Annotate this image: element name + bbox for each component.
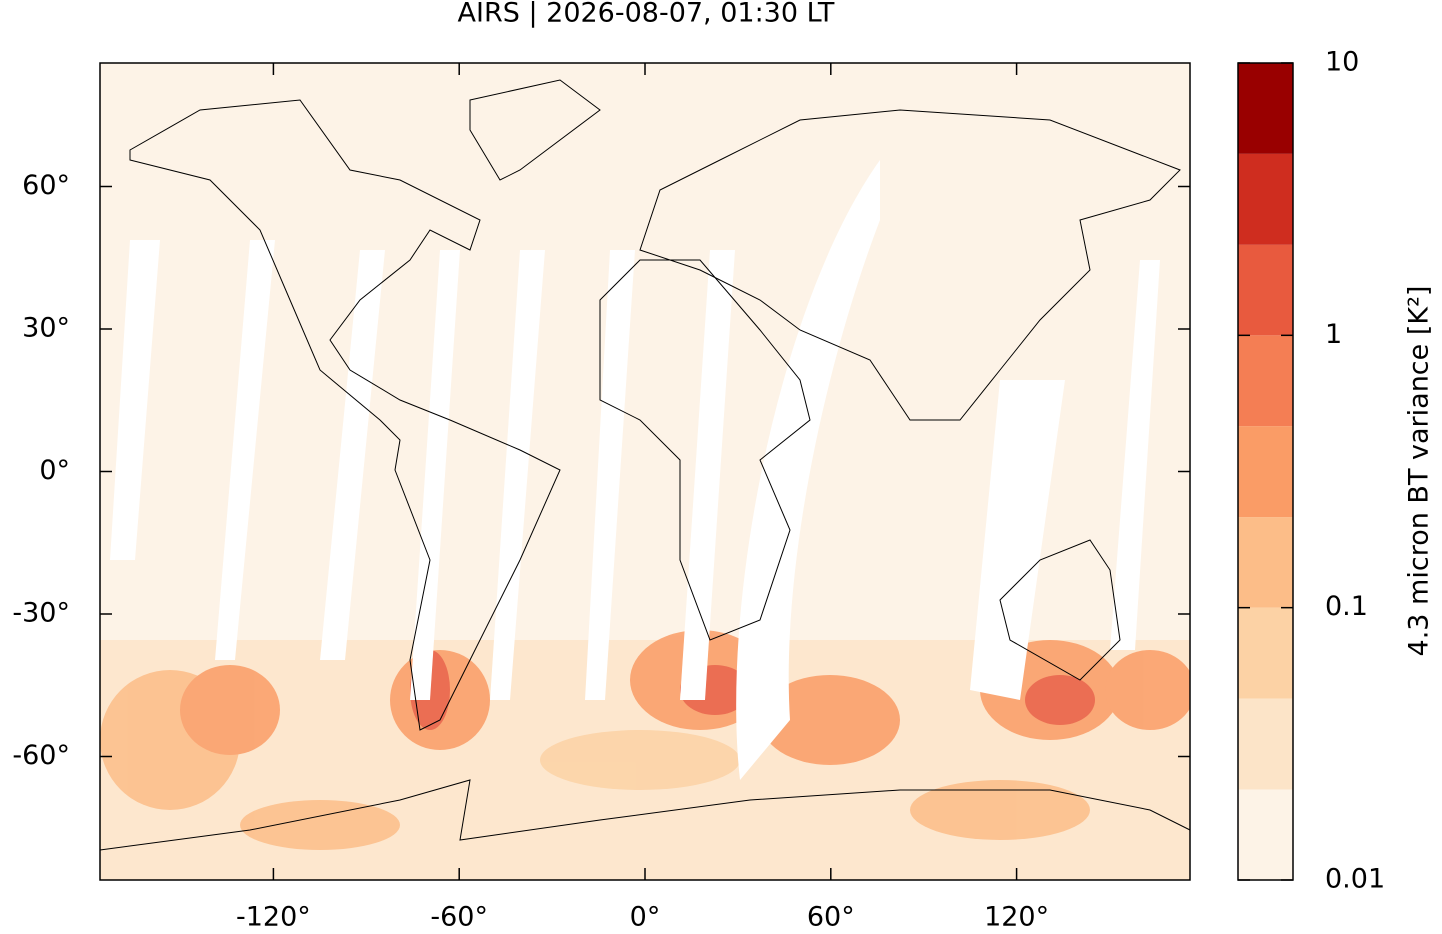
colorbar-frame <box>1237 62 1294 881</box>
map-field <box>100 63 1190 880</box>
colorbar-label: 4.3 micron BT variance [K²] <box>1404 286 1435 657</box>
chart-title: AIRS | 2026-08-07, 01:30 LT <box>458 0 835 29</box>
colorbar-band <box>1238 607 1293 699</box>
colorbar-tick-label: 0.01 <box>1325 864 1385 895</box>
coastlines <box>99 79 1191 851</box>
x-tick-label: 60° <box>807 902 855 931</box>
colorbar-band <box>1238 426 1293 518</box>
colorbar-band <box>1238 244 1293 336</box>
x-tick-label: 120° <box>984 902 1049 931</box>
y-tick-label: 60° <box>22 170 70 201</box>
colorbar-tick-label: 10 <box>1325 47 1359 78</box>
colorbar-band <box>1238 789 1293 880</box>
colorbar-band <box>1238 63 1293 154</box>
colorbar-band <box>1238 517 1293 608</box>
y-tick-label: 0° <box>39 455 70 486</box>
y-tick-label: -60° <box>12 740 70 771</box>
x-tick-label: -60° <box>430 902 488 931</box>
y-tick-label: -30° <box>12 598 70 629</box>
x-tick-label: 0° <box>630 902 661 931</box>
colorbar-tick-label: 0.1 <box>1325 591 1368 622</box>
colorbar-tick-label: 1 <box>1325 319 1342 350</box>
colorbar-band <box>1238 153 1293 245</box>
x-tick-label: -120° <box>236 902 311 931</box>
colorbar-band <box>1238 698 1293 790</box>
colorbar-band <box>1238 335 1293 427</box>
y-tick-label: 30° <box>22 313 70 344</box>
